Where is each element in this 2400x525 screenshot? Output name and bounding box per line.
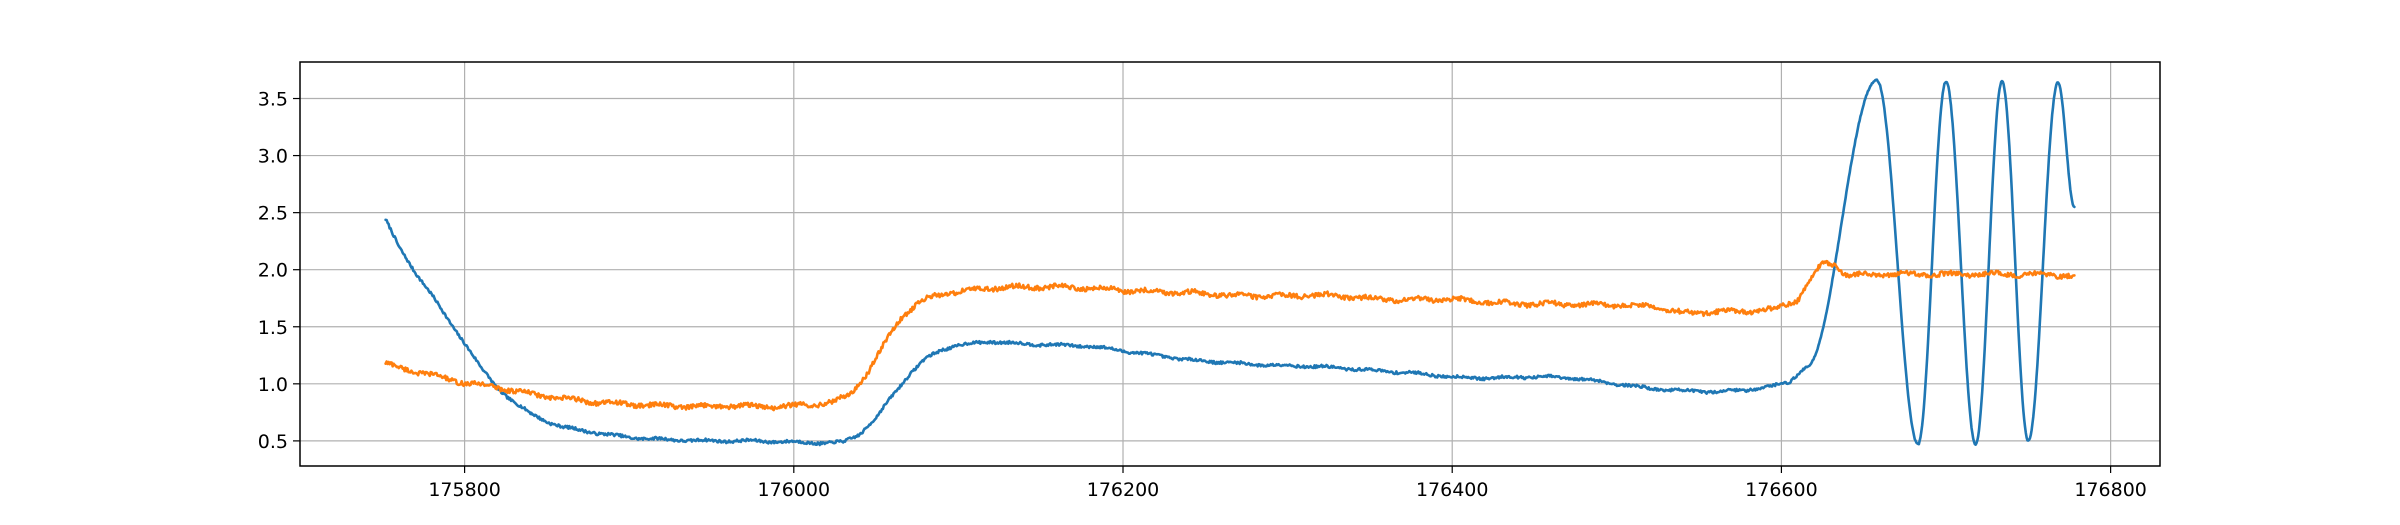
plot-frame (299, 61, 2161, 467)
series-lines (384, 78, 2076, 447)
y-tick-label: 1.5 (258, 317, 288, 339)
x-tick-label: 176600 (1745, 479, 1818, 501)
y-tick-label: 3.5 (258, 89, 288, 111)
grid (300, 62, 2160, 466)
x-tick-label: 176400 (1416, 479, 1489, 501)
y-tick-label: 1.0 (258, 374, 288, 396)
x-tick-label: 176000 (758, 479, 831, 501)
y-tick-label: 3.0 (258, 146, 288, 168)
x-tick-label: 176800 (2074, 479, 2147, 501)
series-line-1 (384, 78, 2076, 447)
y-tick-label: 2.5 (258, 203, 288, 225)
y-tick-label: 2.0 (258, 260, 288, 282)
x-tick-label: 175800 (428, 479, 501, 501)
series-line-2 (384, 259, 2076, 412)
x-tick-label: 176200 (1087, 479, 1160, 501)
y-tick-label: 0.5 (258, 431, 288, 453)
axes: 175800 176000 176200 176400 176600 176800 0.5 1… (258, 61, 2161, 501)
